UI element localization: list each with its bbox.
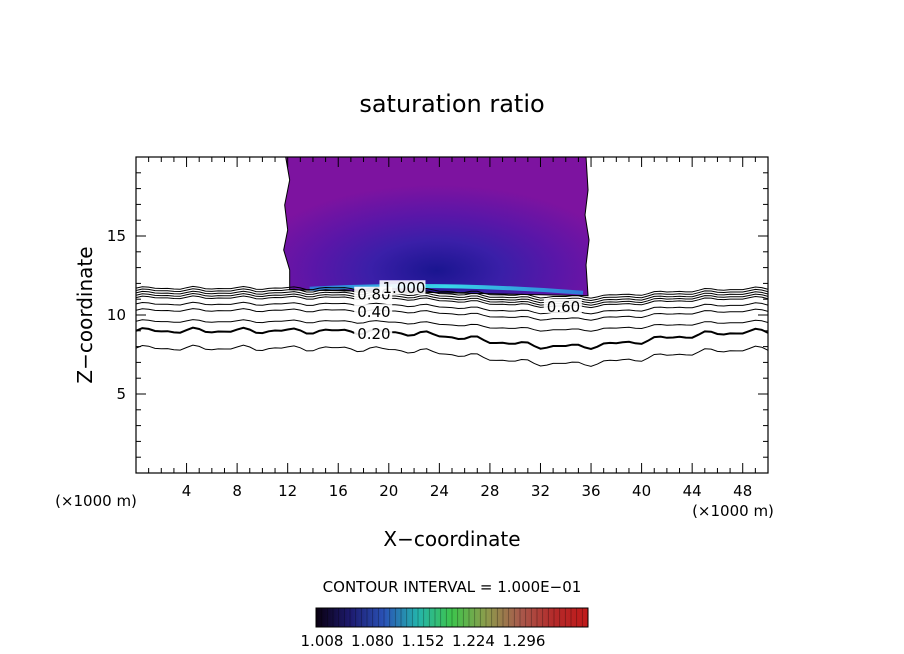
contour-label-bg	[354, 326, 393, 341]
y-tick-label: 15	[107, 227, 126, 245]
contour-label: 0.40	[357, 303, 390, 321]
x-tick-label: 12	[278, 482, 297, 500]
colorbar-tick-label: 1.224	[452, 632, 495, 650]
y-axis-label: Z−coordinate	[73, 246, 97, 383]
colorbar-bands	[321, 608, 583, 627]
colorbar-tick-label: 1.080	[351, 632, 394, 650]
contour-line	[136, 326, 768, 351]
contour-label-bg	[354, 304, 393, 319]
x-tick-label: 40	[632, 482, 651, 500]
contour-line	[136, 288, 768, 302]
contour-interval-label: CONTOUR INTERVAL = 1.000E−01	[323, 578, 582, 596]
x-tick-label: 16	[329, 482, 348, 500]
x-tick-label: 44	[683, 482, 702, 500]
x-tick-label: 36	[581, 482, 600, 500]
contour-line	[136, 301, 768, 315]
contour-label: 0.20	[357, 325, 390, 343]
colorbar-tick-labels: 1.008 1.080 1.152 1.224 1.296	[301, 632, 546, 650]
x-tick-label: 48	[733, 482, 752, 500]
contour-line	[136, 290, 768, 304]
x-tick-label: 28	[480, 482, 499, 500]
shaded-field	[283, 157, 590, 297]
x-tick-label: 8	[232, 482, 242, 500]
y-tick-label: 5	[116, 385, 126, 403]
x-unit-right: (×1000 m)	[692, 502, 774, 520]
contour-label-bg	[379, 280, 426, 295]
x-tick-label: 4	[182, 482, 192, 500]
saturation-field	[283, 157, 590, 297]
contour-line	[136, 285, 768, 299]
x-tick-label: 20	[379, 482, 398, 500]
contour-label: 0.60	[547, 298, 580, 316]
colorbar-tick-label: 1.152	[402, 632, 445, 650]
colorbar-tick-label: 1.296	[503, 632, 546, 650]
contour-line	[136, 344, 768, 367]
contour-line	[136, 292, 768, 306]
colorbar	[315, 607, 589, 628]
x-unit-left: (×1000 m)	[55, 492, 137, 510]
contour-lines	[136, 285, 768, 367]
contour-line	[136, 319, 768, 332]
contour-label-bg	[543, 298, 582, 313]
contour-line	[136, 308, 768, 321]
contour-line	[136, 295, 768, 309]
contour-labels: 0.200.40 0.600.801.000	[354, 279, 582, 343]
x-tick-label: 24	[430, 482, 449, 500]
x-tick-labels: 4 8 12 16 20 24 28 32 36 40 44 48	[182, 482, 752, 500]
chart-title: saturation ratio	[359, 90, 544, 118]
y-tick-label: 10	[107, 306, 126, 324]
x-axis-label: X−coordinate	[383, 527, 520, 551]
x-tick-label: 32	[531, 482, 550, 500]
axis-ticks	[136, 157, 768, 473]
y-tick-labels: 5 10 15	[107, 227, 126, 403]
colorbar-tick-label: 1.008	[301, 632, 344, 650]
contour-label: 1.000	[382, 279, 425, 297]
